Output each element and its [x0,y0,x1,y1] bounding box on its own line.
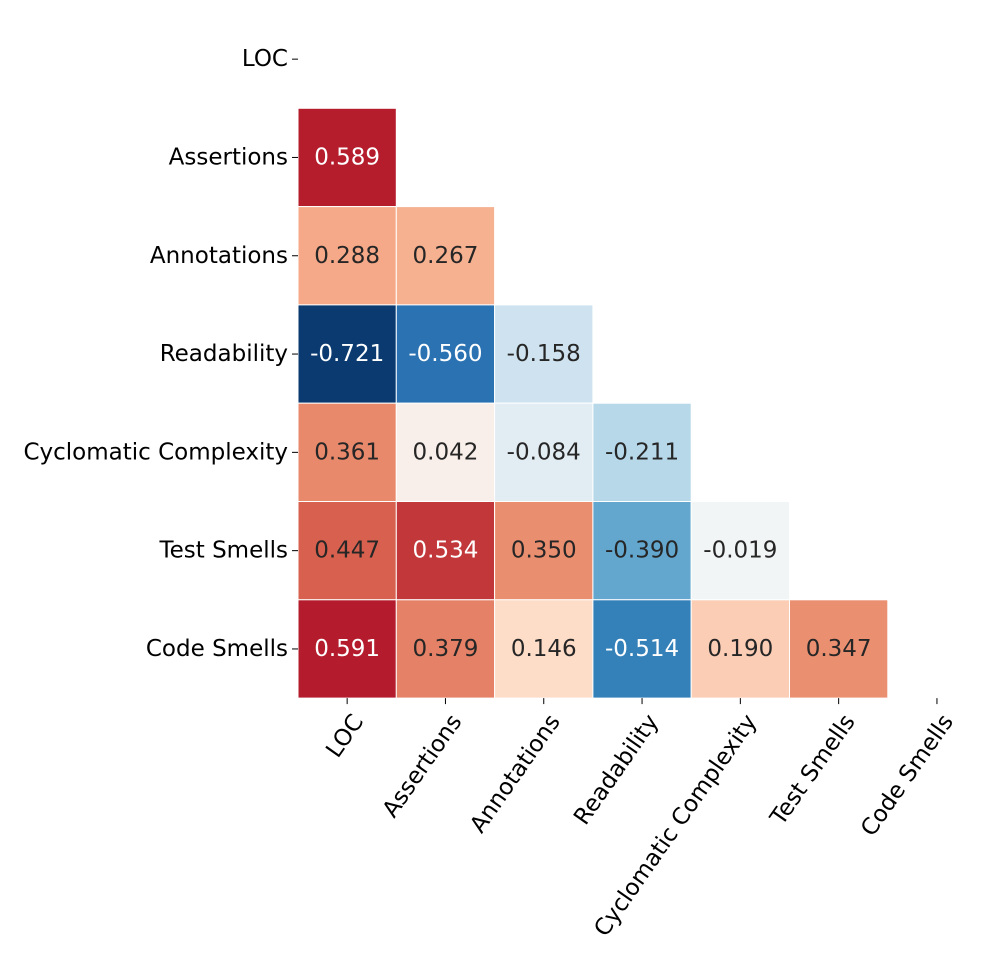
cell-value-label: 0.347 [806,636,872,662]
y-tick-label-code-smells: Code Smells [146,636,288,662]
cell-value-label: -0.721 [310,341,384,367]
y-tick-label-annotations: Annotations [150,243,288,269]
x-tick-label-cyclomatic-complexity: Cyclomatic Complexity [589,710,762,942]
x-tick-label-code-smells: Code Smells [856,710,959,841]
cell-value-label: 0.288 [314,243,380,269]
y-axis-labels: LOC Assertions Annotations Readability Cyclo… [23,46,298,662]
heatmap-cell [592,501,692,601]
heatmap-cell [395,402,496,503]
cell-value-label: 0.447 [314,538,380,564]
heatmap-cell [297,304,397,404]
cell-value-label: -0.514 [605,636,679,662]
cell-value-label: 0.190 [707,636,773,662]
heatmap-cell [592,599,692,699]
heatmap-cell [297,107,397,208]
heatmap-cell [395,304,496,404]
x-tick-label-annotations: Annotations [465,710,566,838]
y-tick-label-loc: LOC [242,46,288,72]
cell-value-label: -0.211 [605,439,679,465]
x-tick-label-readability: Readability [569,710,664,830]
heatmap-cell [789,599,889,699]
y-tick-label-readability: Readability [160,341,288,367]
cell-value-label: -0.390 [605,538,679,564]
cell-value-label: -0.084 [507,439,581,465]
heatmap-cell [690,501,791,601]
heatmap-cell [395,206,496,306]
cell-value-label: 0.589 [314,144,380,170]
heatmap-cell [592,402,692,503]
cell-value-label: 0.146 [511,636,577,662]
heatmap-cell [494,501,594,601]
cell-value-label: 0.534 [413,538,479,564]
heatmap-cell [690,599,791,699]
cell-value-label: -0.560 [408,341,482,367]
y-tick-label-test-smells: Test Smells [158,538,288,564]
cell-value-label: -0.158 [507,341,581,367]
y-tick-label-assertions: Assertions [169,144,288,170]
heatmap-cell [494,304,594,404]
cell-value-label: 0.379 [413,636,479,662]
cell-value-label: 0.350 [511,538,577,564]
heatmap-cell [395,501,496,601]
x-tick-label-test-smells: Test Smells [765,710,861,831]
x-tick-label-assertions: Assertions [378,710,468,823]
heatmap-cell [395,599,496,699]
cell-value-label: 0.361 [314,439,380,465]
heatmap-cells: 0.589 0.288 0.267 -0.721 -0.560 -0.158 0.361 0.… [297,107,889,699]
cell-value-label: 0.591 [314,636,380,662]
cell-value-label: 0.267 [413,243,479,269]
cell-value-label: -0.019 [703,538,777,564]
heatmap-cell [297,206,397,306]
cell-value-label: 0.042 [413,439,479,465]
heatmap-cell [494,599,594,699]
x-tick-label-loc: LOC [321,710,369,763]
y-tick-label-cyclomatic-complexity: Cyclomatic Complexity [23,439,288,465]
